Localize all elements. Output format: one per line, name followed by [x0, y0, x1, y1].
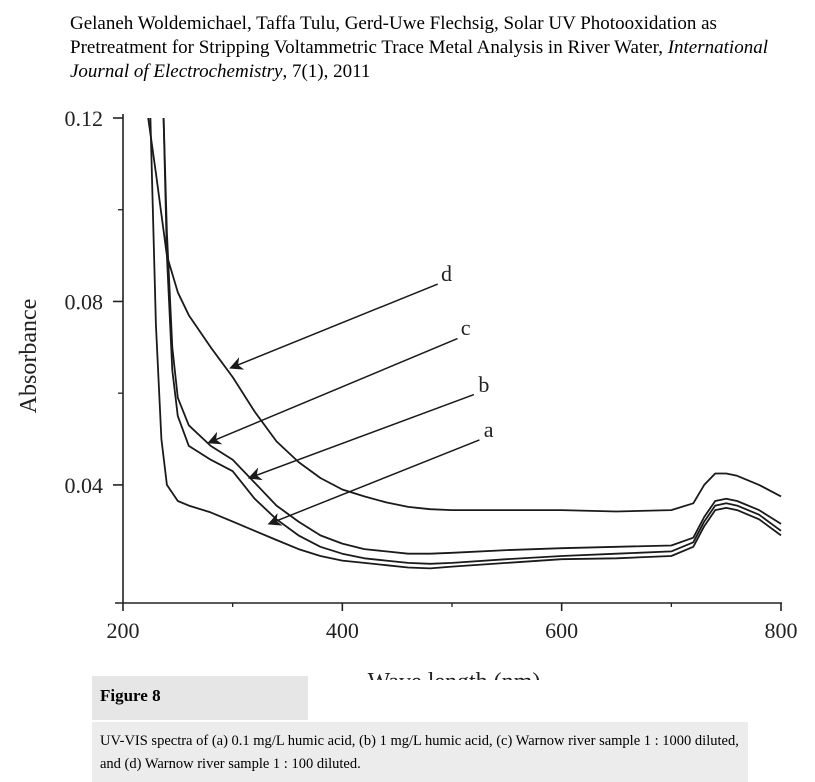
y-tick-label: 0.12 — [65, 106, 104, 131]
caption-text: UV-VIS spectra of (a) 0.1 mg/L humic aci… — [100, 730, 740, 776]
arrow-a — [269, 440, 480, 524]
curve-label-d: d — [441, 261, 452, 286]
curve-label-a: a — [484, 417, 494, 442]
x-tick-label: 400 — [326, 618, 359, 643]
series-line-c — [164, 118, 781, 554]
y-axis-label: Absorbance — [16, 299, 42, 414]
arrow-d — [230, 284, 437, 368]
series-line-a — [150, 118, 781, 568]
y-tick-label: 0.08 — [65, 289, 104, 314]
caption-title-box: Figure 8 — [92, 676, 308, 720]
x-tick-label: 600 — [545, 618, 578, 643]
curve-label-b: b — [478, 372, 489, 397]
arrow-b — [249, 395, 474, 478]
arrow-c — [209, 339, 458, 443]
caption-title: Figure 8 — [100, 686, 161, 706]
caption-panel: Figure 8 UV-VIS spectra of (a) 0.1 mg/L … — [92, 676, 748, 782]
axes: 2004006008000.040.080.12Wave length (nm)… — [16, 106, 798, 680]
y-tick-label: 0.04 — [65, 473, 104, 498]
x-tick-label: 200 — [107, 618, 140, 643]
uv-vis-chart: 2004006008000.040.080.12Wave length (nm)… — [0, 0, 815, 680]
series-line-b — [164, 118, 781, 564]
annotations: d c ba — [209, 261, 494, 524]
curve-label-c: c — [461, 315, 471, 340]
x-tick-label: 800 — [765, 618, 798, 643]
caption-body-box: UV-VIS spectra of (a) 0.1 mg/L humic aci… — [92, 722, 748, 782]
series-group — [148, 118, 781, 568]
